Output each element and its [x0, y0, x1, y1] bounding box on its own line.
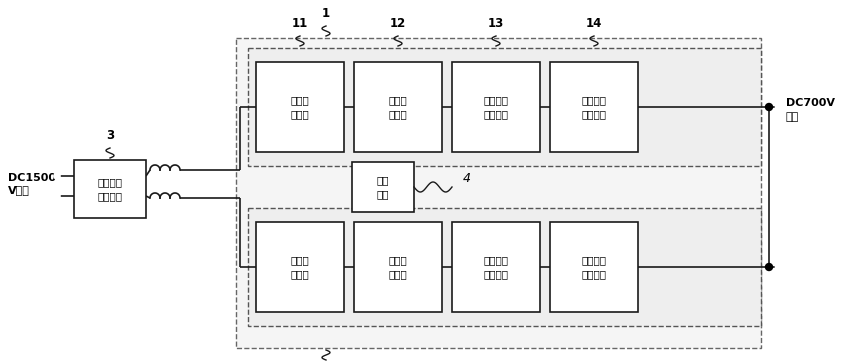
Text: 逆变电
路模块: 逆变电 路模块: [388, 255, 407, 279]
Text: DC700V: DC700V: [785, 98, 834, 108]
Text: 驱动
单元: 驱动 单元: [376, 175, 389, 199]
Bar: [256, 62, 344, 152]
Text: 二次整流
电路模块: 二次整流 电路模块: [581, 95, 606, 119]
Text: 12: 12: [389, 17, 406, 30]
Circle shape: [765, 264, 771, 270]
Circle shape: [54, 173, 60, 179]
Circle shape: [775, 103, 782, 111]
Bar: [351, 162, 413, 212]
Text: 13: 13: [487, 17, 504, 30]
Text: 升压电
路模块: 升压电 路模块: [290, 95, 309, 119]
Bar: [354, 62, 442, 152]
Text: 4: 4: [462, 173, 470, 186]
Text: 11: 11: [292, 17, 307, 30]
Bar: [549, 222, 637, 312]
Text: 输出: 输出: [785, 112, 798, 122]
Text: 逆变电
路模块: 逆变电 路模块: [388, 95, 407, 119]
Text: 二次整流
电路模块: 二次整流 电路模块: [581, 255, 606, 279]
Text: 14: 14: [585, 17, 602, 30]
Text: 升压电
路模块: 升压电 路模块: [290, 255, 309, 279]
Bar: [256, 222, 344, 312]
Circle shape: [765, 103, 771, 111]
Bar: [354, 222, 442, 312]
Bar: [549, 62, 637, 152]
Text: 隔离滤波
电路模块: 隔离滤波 电路模块: [483, 95, 508, 119]
Bar: [248, 208, 760, 326]
Bar: [451, 222, 539, 312]
Bar: [236, 38, 760, 348]
Text: 隔离滤波
电路模块: 隔离滤波 电路模块: [483, 255, 508, 279]
Circle shape: [54, 193, 60, 199]
Text: 输入滤波
电路模块: 输入滤波 电路模块: [97, 177, 122, 201]
Circle shape: [775, 264, 782, 270]
Text: DC1500: DC1500: [8, 173, 56, 183]
Bar: [248, 48, 760, 166]
Text: 1: 1: [321, 7, 330, 20]
Bar: [451, 62, 539, 152]
Text: V输入: V输入: [8, 185, 30, 195]
Bar: [74, 160, 146, 218]
Text: 3: 3: [106, 129, 114, 142]
